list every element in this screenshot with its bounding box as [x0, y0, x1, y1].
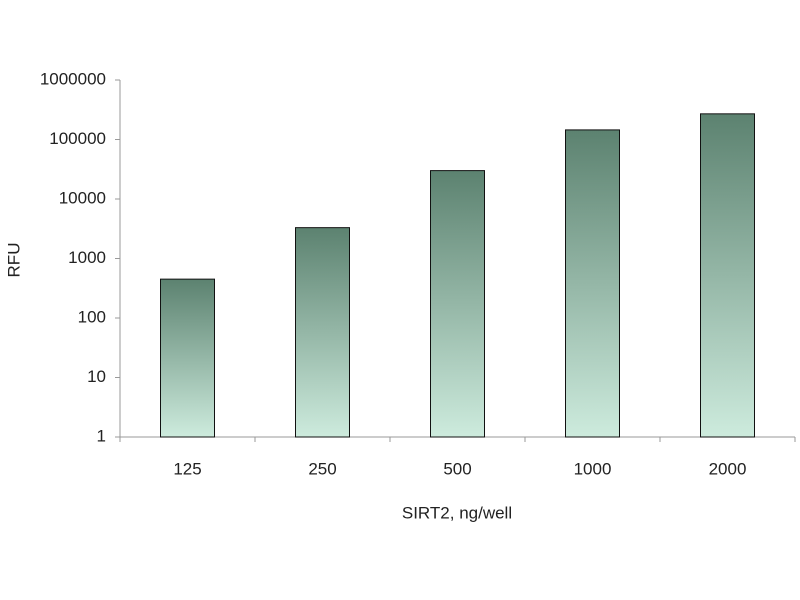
y-tick-label: 1000000: [40, 69, 106, 88]
bar: [700, 113, 755, 438]
y-tick-label: 10: [87, 367, 106, 386]
x-tick-label: 1000: [574, 459, 612, 478]
x-tick-label: 125: [173, 459, 201, 478]
y-tick-label: 100000: [49, 129, 106, 148]
y-axis-label: RFU: [4, 243, 23, 278]
x-tick-label: 250: [308, 459, 336, 478]
x-tick-label: 2000: [709, 459, 747, 478]
x-tick-label: 500: [443, 459, 471, 478]
y-tick-label: 1000: [68, 248, 106, 267]
x-axis-label: SIRT2, ng/well: [402, 503, 512, 522]
bar: [430, 170, 485, 438]
bar: [160, 278, 215, 438]
y-tick-label: 10000: [59, 188, 106, 207]
bar: [295, 227, 350, 438]
y-tick-label: 100: [78, 307, 106, 326]
bar: [565, 129, 620, 438]
y-tick-label: 1: [97, 426, 106, 445]
